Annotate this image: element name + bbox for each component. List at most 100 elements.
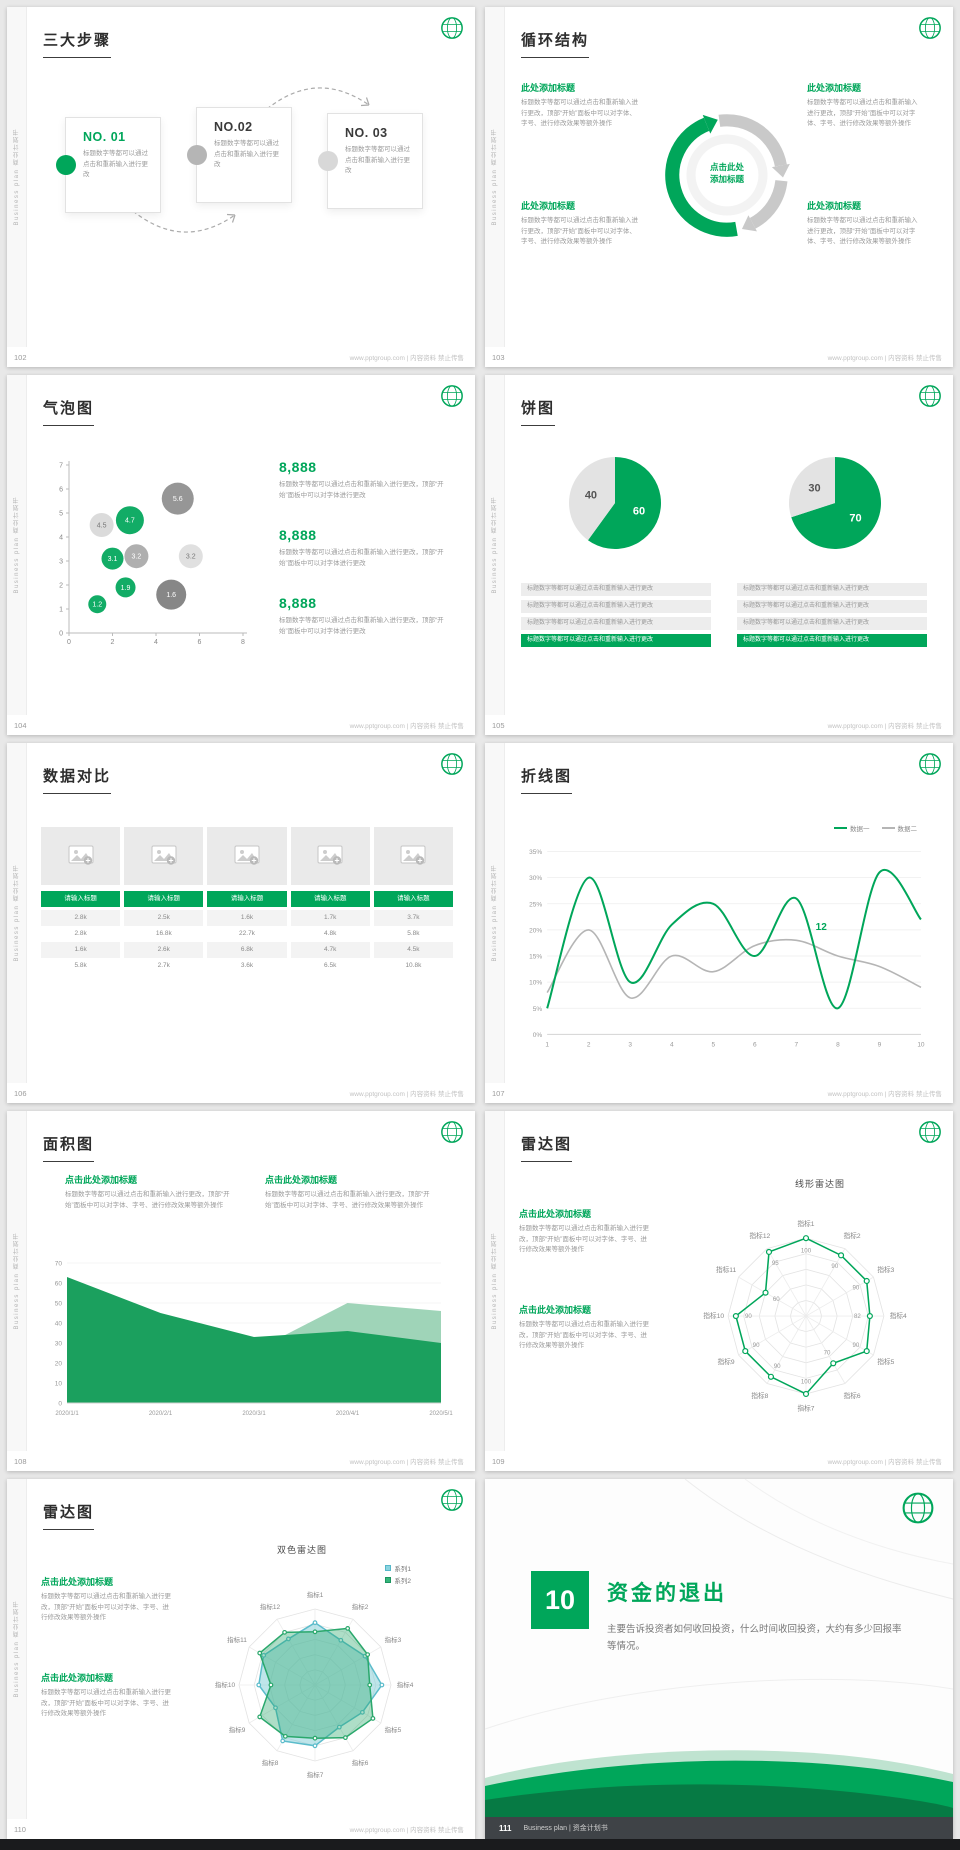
block-caption: 标题数字等都可以通过点击和重新输入进行更改，顶部“开始”面板中可以对字体、字号、… bbox=[519, 1225, 649, 1254]
column-header: 请输入标题 bbox=[373, 891, 453, 907]
block-heading: 点击此处添加标题 bbox=[65, 1175, 138, 1185]
sidebar-vertical-text: Business plan 商业计划书 bbox=[14, 1232, 20, 1330]
slide-105[interactable]: 饼图 60 40 70 30 标题数字等都可以通过点击和重新输入进行更改 标题数字等都… bbox=[485, 375, 953, 735]
svg-text:70: 70 bbox=[824, 1350, 831, 1357]
slide-sidebar-strip: Business plan 商业计划书 bbox=[485, 375, 505, 715]
slide-sidebar-strip: Business plan 商业计划书 bbox=[485, 743, 505, 1083]
slide-111[interactable]: 10 资金的退出 主要告诉投资者如何收回投资，什么时间收回投资，大约有多少回报率… bbox=[485, 1479, 953, 1839]
slide-sidebar-strip: Business plan 商业计划书 bbox=[7, 7, 27, 347]
table-cell: 4.8k bbox=[324, 930, 337, 937]
slide-104[interactable]: 气泡图 0 1 2 3 4 5 6 7 0 2 4 6 8 4.5 4.7 5.6 3.1 3.2 3.2 1.9 1.… bbox=[7, 375, 475, 735]
block-heading: 点击此处添加标题 bbox=[519, 1305, 592, 1315]
svg-text:5%: 5% bbox=[533, 1006, 543, 1013]
svg-text:2020/5/1: 2020/5/1 bbox=[429, 1411, 453, 1417]
footer-url: www.pptgroup.com | 内容资料 禁止传售 bbox=[827, 1459, 942, 1466]
sidebar-vertical-text: Business plan 商业计划书 bbox=[14, 864, 20, 962]
svg-text:4: 4 bbox=[59, 535, 63, 542]
block-caption: 标题数字等都可以通过点击和重新输入进行更改，顶部“开始”面板中可以对字体、字号、… bbox=[521, 99, 638, 128]
svg-text:指标11: 指标11 bbox=[716, 1265, 737, 1274]
svg-text:1: 1 bbox=[59, 607, 63, 614]
table-cell: 22.7k bbox=[239, 930, 255, 937]
table-cell: 6.8k bbox=[207, 942, 287, 958]
table-cell: 1.7k bbox=[290, 910, 370, 926]
svg-text:90: 90 bbox=[853, 1284, 860, 1291]
text-block-bottom-right: 此处添加标题 标题数字等都可以通过点击和重新输入进行更改，顶部“开始”面板中可以… bbox=[807, 199, 921, 248]
sidebar-vertical-text: Business plan 商业计划书 bbox=[492, 864, 498, 962]
step-card-2: NO.02 标题数字等都可以通过点击和重新输入进行更改 bbox=[187, 107, 292, 203]
svg-text:95: 95 bbox=[772, 1260, 779, 1267]
svg-text:8: 8 bbox=[241, 639, 245, 646]
svg-text:0: 0 bbox=[67, 639, 71, 646]
slide-106[interactable]: 数据对比 请输入标题 2.8k 2.8k 1.6k 5.8k 请输入标题 2.5k 16.8k… bbox=[7, 743, 475, 1103]
legend-label: 数据二 bbox=[897, 826, 918, 833]
svg-text:70: 70 bbox=[849, 512, 861, 524]
column-header: 请输入标题 bbox=[290, 891, 370, 907]
legend-swatch bbox=[385, 1565, 392, 1571]
text-block-top-left: 此处添加标题 标题数字等都可以通过点击和重新输入进行更改，顶部“开始”面板中可以… bbox=[521, 81, 641, 130]
table-cell: 5.8k bbox=[74, 962, 87, 969]
page-number: 107 bbox=[492, 1089, 505, 1098]
footer-url: www.pptgroup.com | 内容资料 禁止传售 bbox=[349, 355, 464, 362]
legend-label: 系列1 bbox=[394, 1566, 411, 1573]
page-number: 103 bbox=[492, 353, 505, 362]
footer-url: www.pptgroup.com | 内容资料 禁止传售 bbox=[349, 1459, 464, 1466]
image-placeholder-icon bbox=[207, 827, 287, 885]
svg-text:指标6: 指标6 bbox=[844, 1391, 861, 1400]
svg-text:指标11: 指标11 bbox=[227, 1635, 247, 1644]
slide-footer: 110 www.pptgroup.com | 内容资料 禁止传售 bbox=[14, 1824, 464, 1834]
table-cell: 2.8k bbox=[74, 930, 87, 937]
page-number: 104 bbox=[14, 721, 27, 730]
slide-109[interactable]: 雷达图 点击此处添加标题 标题数字等都可以通过点击和重新输入进行更改，顶部“开始… bbox=[485, 1111, 953, 1471]
stat-block: 8,888 标题数字等都可以通过点击和重新输入进行更改，顶部“开始”面板中可以对… bbox=[279, 527, 447, 569]
slide-footer: 105 www.pptgroup.com | 内容资料 禁止传售 bbox=[492, 720, 942, 730]
brand-logo-icon bbox=[918, 384, 942, 408]
step-caption: 标题数字等都可以通过点击和重新输入进行更改 bbox=[214, 140, 279, 169]
block-caption: 标题数字等都可以通过点击和重新输入进行更改，顶部“开始”面板中可以对字体、字号、… bbox=[265, 1191, 430, 1209]
table-cell: 6.5k bbox=[324, 962, 337, 969]
chart-subtitle: 线形雷达图 bbox=[794, 1179, 845, 1189]
stat-block: 8,888 标题数字等都可以通过点击和重新输入进行更改，顶部“开始”面板中可以对… bbox=[279, 459, 447, 501]
svg-text:60: 60 bbox=[773, 1296, 780, 1303]
svg-text:指标1: 指标1 bbox=[797, 1219, 814, 1228]
svg-text:5.6: 5.6 bbox=[173, 496, 183, 503]
radar-chart: 指标1 指标2 指标3 指标4 指标5 指标6 指标7 指标8 指标9 指标10 指标11 指标12 bbox=[215, 1590, 414, 1779]
slide-110[interactable]: 雷达图 点击此处添加标题 标题数字等都可以通过点击和重新输入进行更改，顶部“开始… bbox=[7, 1479, 475, 1839]
block-caption: 标题数字等都可以通过点击和重新输入进行更改，顶部“开始”面板中可以对字体、字号、… bbox=[807, 99, 918, 128]
svg-text:指标10: 指标10 bbox=[215, 1680, 236, 1689]
svg-text:指标12: 指标12 bbox=[750, 1231, 771, 1240]
slide-103[interactable]: 循环结构 此处添加标题 标题数字等都可以通过点击和重新输入进行更改，顶部“开始”… bbox=[485, 7, 953, 367]
stat-value: 8,888 bbox=[279, 595, 317, 611]
slide-footer: 104 www.pptgroup.com | 内容资料 禁止传售 bbox=[14, 720, 464, 730]
svg-text:指标2: 指标2 bbox=[844, 1231, 861, 1240]
bottom-bar bbox=[0, 1839, 960, 1850]
svg-text:2: 2 bbox=[111, 639, 115, 646]
background-curves bbox=[485, 1479, 953, 1730]
sidebar-vertical-text: Business plan 商业计划书 bbox=[492, 1232, 498, 1330]
caption-bar: 标题数字等都可以通过点击和重新输入进行更改 bbox=[521, 600, 711, 613]
slide-107[interactable]: 折线图 数据一 数据二 0% 5% 10% 15% 20% 25% 30% 35% 1 2 3 4 5 6… bbox=[485, 743, 953, 1103]
block-caption: 标题数字等都可以通过点击和重新输入进行更改，顶部“开始”面板中可以对字体、字号、… bbox=[65, 1191, 230, 1209]
block-heading: 此处添加标题 bbox=[521, 201, 576, 211]
text-block-lower: 点击此处添加标题 标题数字等都可以通过点击和重新输入进行更改，顶部“开始”面板中… bbox=[41, 1671, 175, 1720]
svg-text:4: 4 bbox=[670, 1041, 674, 1048]
block-caption: 标题数字等都可以通过点击和重新输入进行更改，顶部“开始”面板中可以对字体、字号、… bbox=[41, 1689, 171, 1718]
table-column: 请输入标题 3.7k 5.8k 4.5k 10.8k bbox=[373, 827, 453, 974]
svg-text:4.5: 4.5 bbox=[97, 523, 107, 530]
svg-text:0%: 0% bbox=[533, 1032, 543, 1039]
table-cell: 3.7k bbox=[373, 910, 453, 926]
legend-swatch bbox=[385, 1577, 392, 1583]
legend-label: 数据一 bbox=[850, 826, 870, 833]
table-cell: 10.8k bbox=[405, 962, 422, 969]
legend-item: 数据二 bbox=[881, 823, 918, 833]
svg-text:70: 70 bbox=[55, 1261, 63, 1268]
svg-text:20%: 20% bbox=[529, 927, 542, 934]
text-block-lower: 点击此处添加标题 标题数字等都可以通过点击和重新输入进行更改，顶部“开始”面板中… bbox=[519, 1303, 653, 1352]
legend-item: 数据一 bbox=[834, 823, 870, 833]
svg-text:7: 7 bbox=[795, 1041, 799, 1048]
svg-text:3.2: 3.2 bbox=[186, 554, 196, 561]
slide-102[interactable]: 三大步骤 NO. 01 标题数字等都可以通过点击和重新输入进行更改 NO.02 … bbox=[7, 7, 475, 367]
svg-text:15%: 15% bbox=[529, 954, 542, 961]
table-cell: 1.6k bbox=[207, 910, 287, 926]
slide-108[interactable]: 面积图 点击此处添加标题 标题数字等都可以通过点击和重新输入进行更改，顶部“开始… bbox=[7, 1111, 475, 1471]
slide-title: 饼图 bbox=[521, 397, 556, 426]
